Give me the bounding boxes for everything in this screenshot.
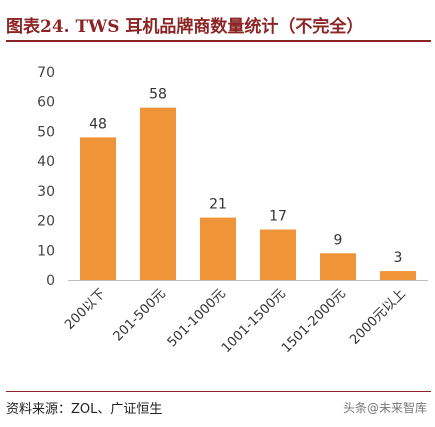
y-tick-label: 50 [37, 124, 55, 140]
data-label: 58 [149, 87, 167, 103]
bar [200, 217, 236, 280]
y-tick-label: 40 [37, 154, 55, 170]
x-tick-label: 1501-2000元 [279, 286, 349, 356]
x-tick-label: 501-1000元 [165, 286, 229, 350]
bar [140, 107, 176, 281]
watermark: 头条@未来智库 [342, 401, 427, 415]
title-rule [6, 40, 431, 42]
bar [260, 229, 296, 280]
bar [320, 253, 356, 280]
bar [80, 137, 116, 280]
chart-title: 图表24. TWS 耳机品牌商数量统计（不完全） [6, 17, 364, 37]
bar [380, 271, 416, 280]
x-tick-label: 200以下 [62, 286, 109, 333]
y-tick-label: 70 [37, 65, 55, 81]
y-tick-label: 0 [46, 273, 55, 289]
data-label: 17 [269, 208, 287, 224]
bar-chart: 0 10 20 30 40 50 60 70 48 200以下 58 201-500元 21 501-1… [37, 65, 428, 356]
y-tick-label: 10 [37, 243, 55, 259]
x-tick-label: 2000元以上 [347, 286, 409, 348]
x-tick-label: 201-500元 [111, 286, 169, 344]
y-tick-label: 20 [37, 214, 55, 230]
source-note: 资料来源：ZOL、广证恒生 [6, 402, 163, 417]
footer-rule [6, 391, 431, 392]
data-label: 48 [89, 116, 107, 132]
data-label: 3 [394, 250, 403, 266]
data-label: 21 [209, 197, 227, 213]
y-tick-label: 60 [37, 95, 55, 111]
y-tick-label: 30 [37, 184, 55, 200]
data-label: 9 [334, 232, 343, 248]
